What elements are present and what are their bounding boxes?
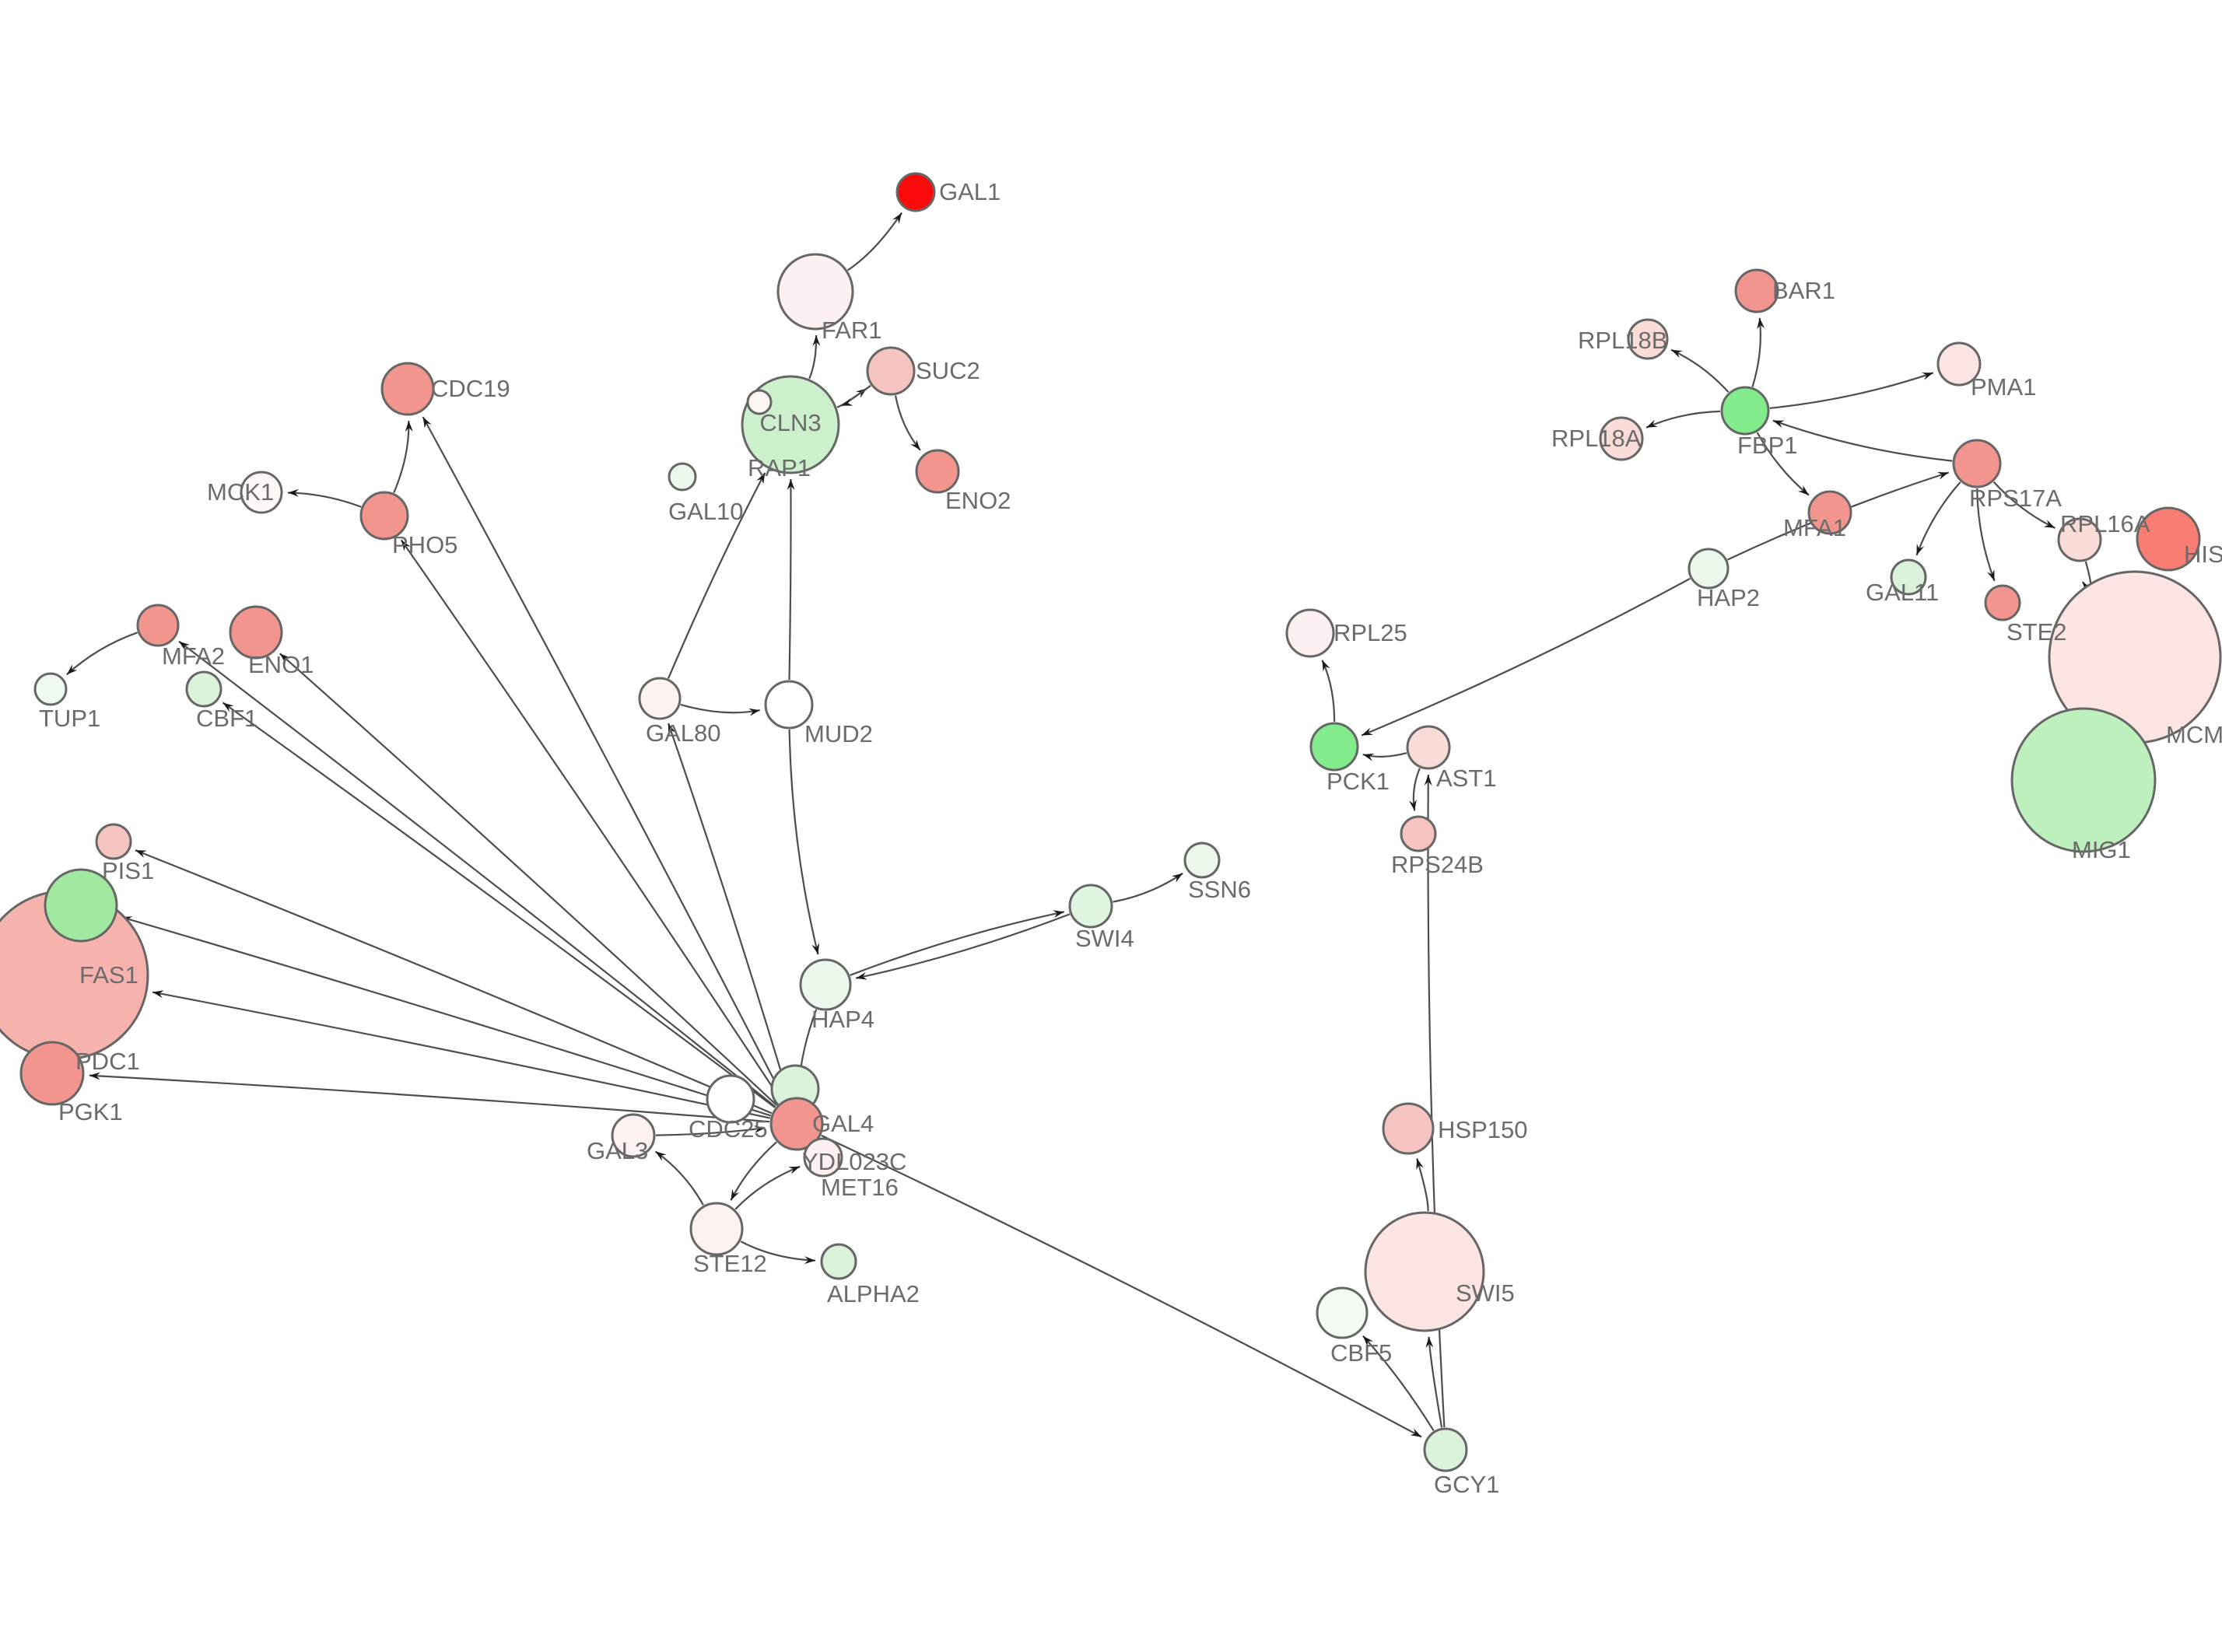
svg-text:MET16: MET16 [821,1174,899,1201]
svg-text:PIS1: PIS1 [102,857,154,884]
svg-text:RPL25: RPL25 [1334,619,1407,646]
svg-text:ENO2: ENO2 [945,487,1011,514]
svg-text:GAL3: GAL3 [587,1137,648,1164]
svg-text:BAR1: BAR1 [1772,277,1835,304]
svg-text:MFA1: MFA1 [1783,514,1846,541]
svg-text:TUP1: TUP1 [39,705,100,732]
svg-text:GAL11: GAL11 [1866,579,1939,606]
svg-text:GAL4: GAL4 [812,1110,874,1137]
svg-text:PDC1: PDC1 [75,1048,140,1075]
svg-text:GAL80: GAL80 [646,719,721,747]
svg-text:GAL10: GAL10 [668,498,744,525]
svg-text:FAR1: FAR1 [822,317,882,344]
svg-text:GAL1: GAL1 [939,178,1001,205]
svg-text:GCY1: GCY1 [1434,1471,1499,1498]
svg-text:HAP4: HAP4 [811,1006,874,1033]
svg-text:MCK1: MCK1 [207,478,274,506]
svg-text:SWI4: SWI4 [1075,925,1134,952]
svg-text:HSP150: HSP150 [1438,1116,1527,1143]
svg-text:RPS24B: RPS24B [1391,851,1484,878]
svg-text:PHO5: PHO5 [392,531,457,558]
svg-text:FAS1: FAS1 [79,961,138,989]
svg-text:CLN3: CLN3 [759,409,821,436]
svg-text:CDC19: CDC19 [431,375,510,402]
svg-text:MCM1: MCM1 [2166,721,2222,748]
svg-text:MFA2: MFA2 [162,642,225,670]
svg-text:RPL18B: RPL18B [1578,327,1667,354]
svg-text:CDC25: CDC25 [689,1115,768,1143]
svg-text:HIS4: HIS4 [2184,541,2222,568]
svg-text:PGK1: PGK1 [58,1098,123,1125]
svg-text:AST1: AST1 [1436,765,1497,792]
svg-text:CBF1: CBF1 [196,705,258,732]
svg-text:RPL18A: RPL18A [1551,425,1642,452]
svg-text:HAP2: HAP2 [1697,584,1760,611]
svg-text:STE12: STE12 [693,1250,767,1277]
svg-text:RPL16A: RPL16A [2060,510,2150,537]
svg-text:SSN6: SSN6 [1188,876,1251,903]
svg-text:RAP1: RAP1 [748,454,811,481]
svg-text:RPS17A: RPS17A [1969,485,2062,512]
svg-text:PMA1: PMA1 [1971,373,2036,401]
svg-text:PCK1: PCK1 [1327,768,1390,795]
svg-text:ALPHA2: ALPHA2 [827,1280,920,1307]
svg-text:MUD2: MUD2 [804,720,873,747]
svg-text:MIG1: MIG1 [2072,836,2131,863]
svg-text:FBP1: FBP1 [1737,432,1798,459]
svg-text:SWI5: SWI5 [1456,1279,1515,1307]
svg-text:CBF5: CBF5 [1330,1339,1392,1367]
svg-text:ENO1: ENO1 [248,651,314,678]
svg-text:STE2: STE2 [2006,618,2067,646]
svg-text:SUC2: SUC2 [916,357,980,384]
svg-text:YDL023C: YDL023C [802,1148,906,1175]
